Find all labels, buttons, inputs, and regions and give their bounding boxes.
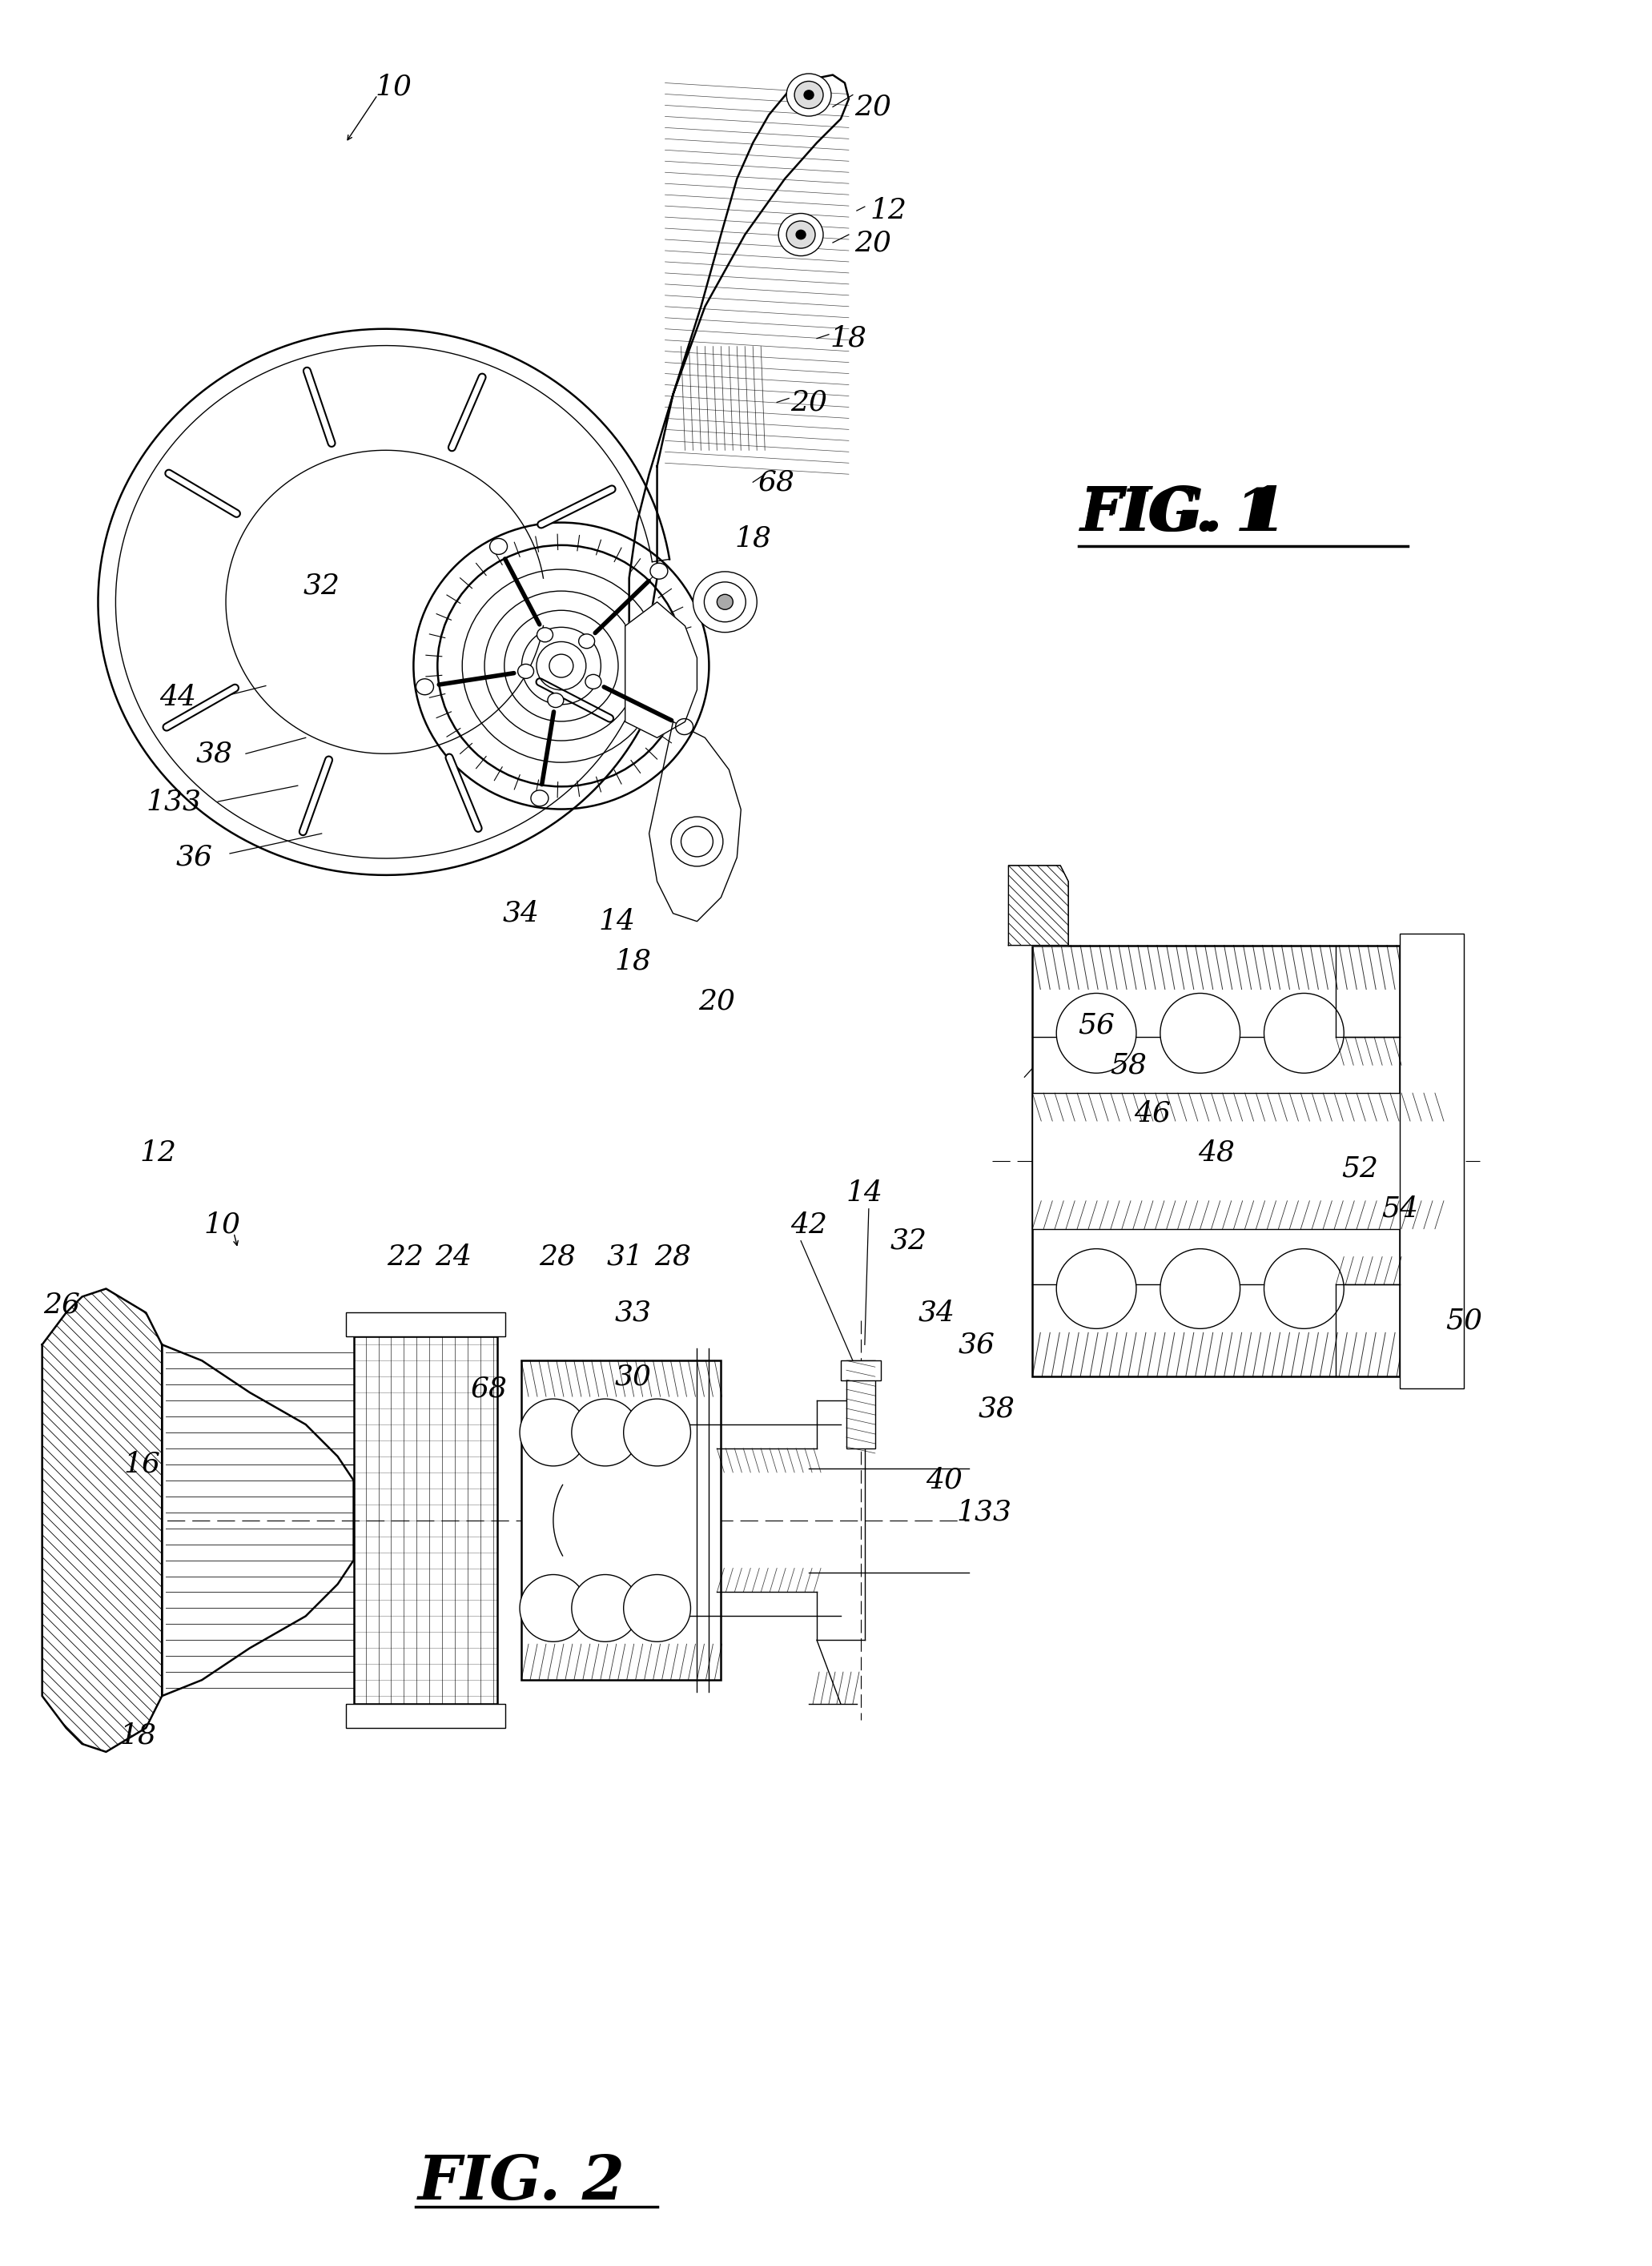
Text: 54: 54 [1381, 1194, 1417, 1221]
Bar [345, 1312, 506, 1337]
Ellipse shape [671, 816, 724, 866]
Ellipse shape [578, 634, 595, 648]
Ellipse shape [681, 827, 714, 857]
Text: 28: 28 [654, 1244, 692, 1271]
Text: 18: 18 [735, 523, 771, 551]
Ellipse shape [676, 718, 694, 734]
Ellipse shape [651, 564, 667, 580]
Text: 52: 52 [1341, 1156, 1378, 1183]
Polygon shape [649, 723, 742, 922]
Text: 20: 20 [790, 390, 828, 417]
Bar [1399, 934, 1464, 1389]
Text: 40: 40 [927, 1466, 963, 1493]
Text: 30: 30 [615, 1362, 651, 1389]
Text: 38: 38 [978, 1396, 1014, 1423]
Text: 46: 46 [1133, 1099, 1171, 1126]
Text: 38: 38 [195, 741, 233, 768]
Ellipse shape [530, 791, 548, 807]
Text: 33: 33 [615, 1298, 651, 1326]
Text: 36: 36 [175, 843, 213, 870]
Circle shape [572, 1398, 639, 1466]
Ellipse shape [537, 628, 553, 641]
Text: 34: 34 [502, 900, 540, 927]
Text: 32: 32 [890, 1228, 927, 1255]
Bar [522, 1360, 720, 1679]
Text: 28: 28 [539, 1244, 575, 1271]
Text: 36: 36 [958, 1330, 995, 1357]
Bar [345, 1704, 506, 1729]
Text: 10: 10 [203, 1212, 240, 1240]
Text: 16: 16 [124, 1450, 160, 1477]
Text: FIG. 1: FIG. 1 [1080, 485, 1287, 544]
Text: 34: 34 [919, 1298, 955, 1326]
Ellipse shape [548, 693, 563, 707]
PathPatch shape [43, 1289, 162, 1752]
Ellipse shape [786, 73, 831, 116]
Text: FIG. 1: FIG. 1 [1080, 485, 1277, 542]
Text: 56: 56 [1077, 1011, 1115, 1038]
Ellipse shape [795, 82, 823, 109]
Text: 20: 20 [854, 229, 890, 256]
Text: 12: 12 [871, 197, 907, 224]
Polygon shape [624, 603, 697, 739]
Circle shape [1160, 993, 1241, 1074]
Polygon shape [162, 1344, 354, 1695]
Ellipse shape [694, 571, 757, 632]
Polygon shape [43, 1289, 162, 1752]
Text: 18: 18 [119, 1722, 157, 1749]
Circle shape [1264, 1249, 1345, 1328]
Ellipse shape [717, 594, 733, 610]
Bar [846, 1360, 876, 1448]
PathPatch shape [1008, 866, 1069, 945]
Text: 10: 10 [375, 73, 411, 100]
Text: 32: 32 [304, 573, 340, 600]
Text: 133: 133 [957, 1498, 1013, 1525]
Ellipse shape [585, 675, 601, 689]
Bar [841, 1360, 881, 1380]
Circle shape [520, 1398, 586, 1466]
Text: 42: 42 [790, 1212, 828, 1240]
Text: 14: 14 [846, 1178, 884, 1206]
Ellipse shape [517, 664, 534, 678]
Text: 24: 24 [434, 1244, 472, 1271]
Text: 48: 48 [1198, 1140, 1234, 1167]
Ellipse shape [805, 91, 814, 100]
Text: 20: 20 [854, 93, 890, 120]
Ellipse shape [416, 680, 433, 696]
Text: 26: 26 [43, 1292, 81, 1319]
Ellipse shape [796, 231, 806, 240]
Text: 14: 14 [598, 909, 636, 936]
Circle shape [1264, 993, 1345, 1074]
Circle shape [1056, 1249, 1137, 1328]
Text: 68: 68 [471, 1375, 507, 1403]
Ellipse shape [489, 539, 507, 555]
Ellipse shape [704, 582, 745, 621]
Polygon shape [1008, 866, 1069, 945]
Text: 133: 133 [147, 789, 202, 816]
Text: 44: 44 [160, 684, 197, 712]
Text: 58: 58 [1110, 1051, 1146, 1079]
Polygon shape [629, 75, 849, 673]
Circle shape [1160, 1249, 1241, 1328]
Text: 50: 50 [1446, 1307, 1482, 1335]
Text: 31: 31 [606, 1244, 644, 1271]
Circle shape [572, 1575, 639, 1641]
Ellipse shape [548, 655, 573, 678]
Ellipse shape [778, 213, 823, 256]
Circle shape [623, 1575, 691, 1641]
Bar [1032, 945, 1399, 1375]
Text: 20: 20 [699, 988, 735, 1015]
Text: 68: 68 [758, 469, 795, 496]
Text: 18: 18 [615, 947, 651, 974]
Text: 12: 12 [139, 1140, 177, 1167]
Text: FIG. 2: FIG. 2 [418, 2153, 624, 2212]
Circle shape [623, 1398, 691, 1466]
Circle shape [1056, 993, 1137, 1074]
Bar [1032, 1092, 1441, 1228]
Ellipse shape [786, 222, 814, 249]
Bar [354, 1337, 497, 1704]
Text: 22: 22 [387, 1244, 425, 1271]
Circle shape [520, 1575, 586, 1641]
Text: 18: 18 [831, 324, 867, 351]
